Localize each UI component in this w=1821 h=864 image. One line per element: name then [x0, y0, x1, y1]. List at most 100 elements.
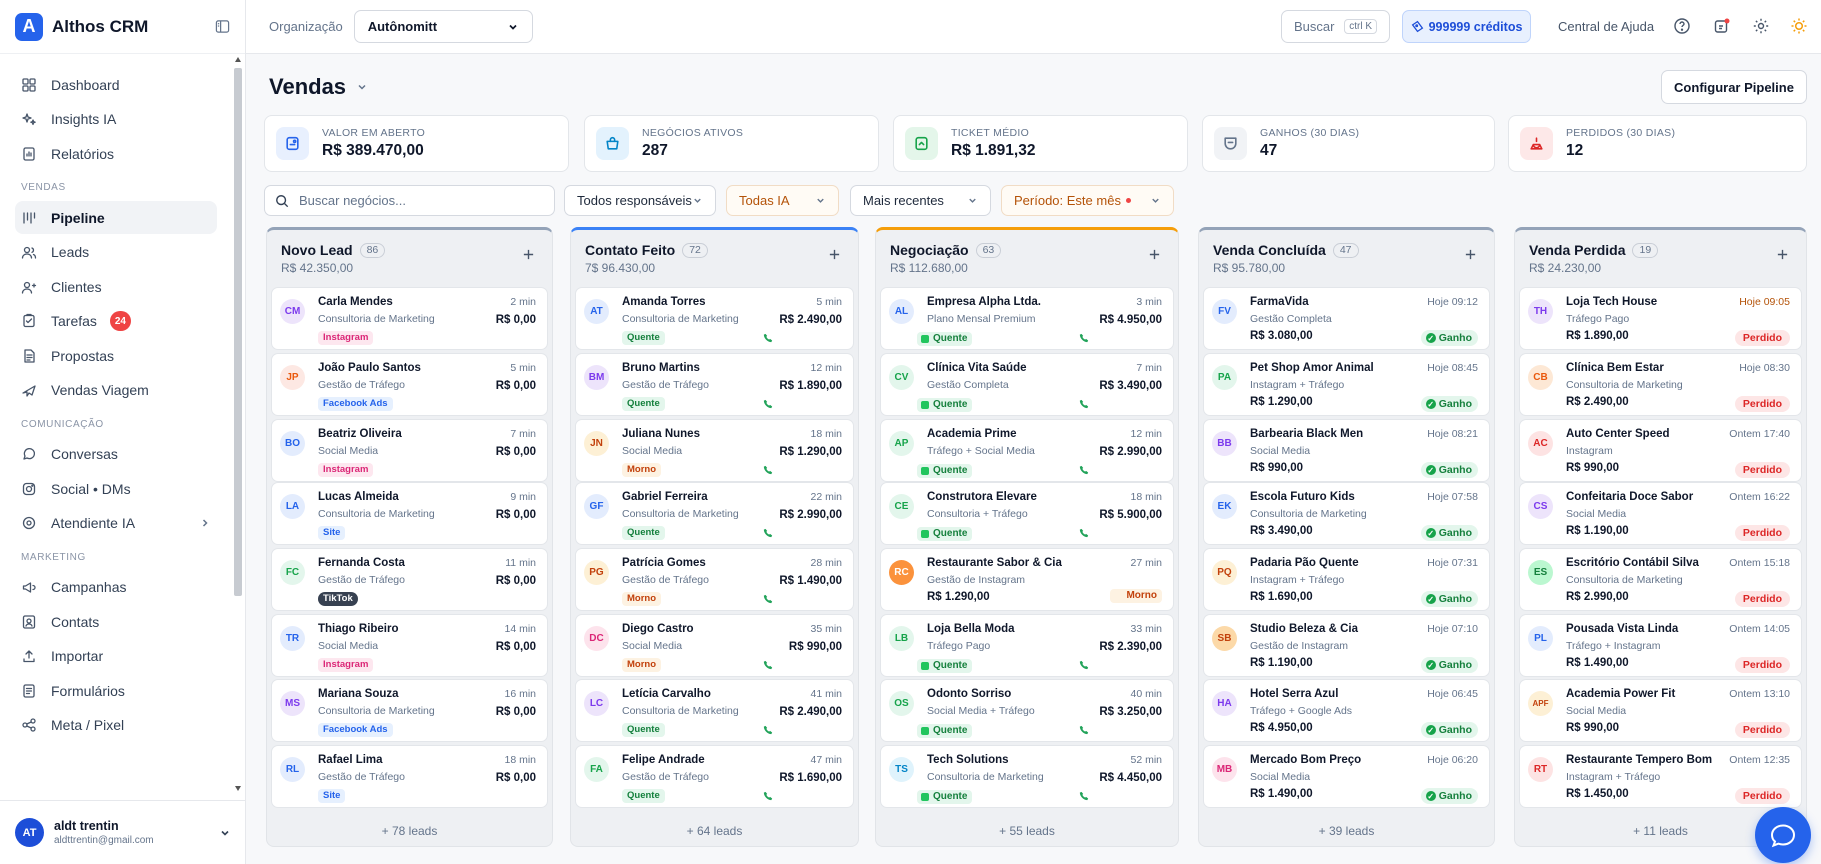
- help-icon[interactable]: [1673, 17, 1693, 37]
- deal-card[interactable]: HA Hotel Serra Azul Tráfego + Google Ads Ho…: [1203, 679, 1490, 742]
- sidebar-item-dashboard[interactable]: Dashboard: [15, 68, 217, 101]
- configure-pipeline-button[interactable]: Configurar Pipeline: [1661, 70, 1807, 104]
- help-center-link[interactable]: Central de Ajuda: [1558, 19, 1655, 34]
- deal-card[interactable]: PQ Padaria Pão Quente Instagram + Tráfego H…: [1203, 548, 1490, 611]
- phone-icon[interactable]: [763, 725, 773, 735]
- sidebar-item-clientes[interactable]: Clientes: [15, 270, 217, 303]
- settings-icon[interactable]: [1752, 17, 1772, 37]
- sidebar-item-insights-ia[interactable]: Insights IA: [15, 103, 217, 136]
- add-deal-icon[interactable]: [1464, 248, 1477, 261]
- chevron-down-icon[interactable]: [219, 827, 231, 839]
- sidebar-item-leads[interactable]: Leads: [15, 236, 217, 269]
- deal-card[interactable]: SB Studio Beleza & Cia Gestão de Instagram…: [1203, 614, 1490, 677]
- deal-card[interactable]: GF Gabriel Ferreira Consultoria de Marketi…: [575, 482, 854, 545]
- period-filter[interactable]: Período: Este mês: [1001, 185, 1174, 216]
- sidebar-item-campanhas[interactable]: Campanhas: [15, 571, 217, 604]
- sidebar-item-propostas[interactable]: Propostas: [15, 339, 217, 372]
- deal-card[interactable]: CE Construtora Elevare Consultoria + Tráfe…: [880, 482, 1174, 545]
- phone-icon[interactable]: [1079, 791, 1089, 801]
- deal-card[interactable]: ES Escritório Contábil Silva Consultoria d…: [1519, 548, 1802, 611]
- sidebar-item-meta-pixel[interactable]: Meta / Pixel: [15, 709, 217, 742]
- deal-card[interactable]: JN Juliana Nunes Social Media 18 min R$ 1.29…: [575, 419, 854, 482]
- scroll-thumb[interactable]: [234, 68, 242, 596]
- more-leads-link[interactable]: + 78 leads: [381, 824, 438, 838]
- sidebar-item-conversas[interactable]: Conversas: [15, 438, 217, 471]
- phone-icon[interactable]: [763, 791, 773, 801]
- deal-card[interactable]: RT Restaurante Tempero Bom Instagram + Trá…: [1519, 745, 1802, 808]
- sidebar-scrollbar[interactable]: [232, 54, 244, 799]
- phone-icon[interactable]: [1079, 660, 1089, 670]
- deal-card[interactable]: AL Empresa Alpha Ltda. Plano Mensal Premiu…: [880, 287, 1174, 350]
- deal-card[interactable]: JP João Paulo Santos Gestão de Tráfego 5 mi…: [271, 353, 548, 416]
- deal-card[interactable]: CV Clínica Vita Saúde Gestão Completa 7 min…: [880, 353, 1174, 416]
- page-title[interactable]: Vendas: [269, 74, 368, 100]
- app-logo[interactable]: A: [15, 12, 43, 41]
- more-leads-link[interactable]: + 55 leads: [999, 824, 1055, 838]
- deal-card[interactable]: PA Pet Shop Amor Animal Instagram + Tráfeg…: [1203, 353, 1490, 416]
- sidebar-toggle-icon[interactable]: [215, 19, 230, 34]
- deal-card[interactable]: LB Loja Bella Moda Tráfego Pago 33 min R$ 2.…: [880, 614, 1174, 677]
- scroll-down-icon[interactable]: [235, 786, 241, 792]
- more-leads-link[interactable]: + 64 leads: [686, 824, 743, 838]
- phone-icon[interactable]: [1079, 333, 1089, 343]
- sidebar-item-contats[interactable]: Contats: [15, 605, 217, 638]
- phone-icon[interactable]: [1079, 725, 1089, 735]
- deal-card[interactable]: AP Academia Prime Tráfego + Social Media 12…: [880, 419, 1174, 482]
- phone-icon[interactable]: [1079, 528, 1089, 538]
- deal-card[interactable]: MS Mariana Souza Consultoria de Marketing 1…: [271, 679, 548, 742]
- sidebar-item-atendiente-ia[interactable]: Atendiente IA: [15, 507, 217, 540]
- sidebar-item-pipeline[interactable]: Pipeline: [15, 201, 217, 234]
- more-leads-link[interactable]: + 11 leads: [1633, 824, 1688, 838]
- sidebar-item-relat-rios[interactable]: Relatórios: [15, 137, 217, 170]
- deal-card[interactable]: LA Lucas Almeida Consultoria de Marketing 9…: [271, 482, 548, 545]
- deal-card[interactable]: FC Fernanda Costa Gestão de Tráfego 11 min R…: [271, 548, 548, 611]
- deal-card[interactable]: RL Rafael Lima Gestão de Tráfego 18 min R$ 0…: [271, 745, 548, 808]
- deal-card[interactable]: PG Patrícia Gomes Gestão de Tráfego 28 min R…: [575, 548, 854, 611]
- deal-card[interactable]: CM Carla Mendes Consultoria de Marketing 2 …: [271, 287, 548, 350]
- notifications-icon[interactable]: [1713, 17, 1733, 37]
- more-leads-link[interactable]: + 39 leads: [1318, 824, 1375, 838]
- phone-icon[interactable]: [763, 528, 773, 538]
- phone-icon[interactable]: [763, 399, 773, 409]
- deal-card[interactable]: BB Barbearia Black Men Social Media Hoje 08…: [1203, 419, 1490, 482]
- deal-card[interactable]: TS Tech Solutions Consultoria de Marketing…: [880, 745, 1174, 808]
- sort-filter[interactable]: Mais recentes: [850, 185, 991, 216]
- deal-card[interactable]: BO Beatriz Oliveira Social Media 7 min R$ 0,…: [271, 419, 548, 482]
- support-chat-button[interactable]: [1755, 807, 1811, 863]
- deal-card[interactable]: AC Auto Center Speed Instagram Ontem 17:40 R…: [1519, 419, 1802, 482]
- phone-icon[interactable]: [763, 465, 773, 475]
- chevron-right-icon[interactable]: [199, 517, 211, 529]
- add-deal-icon[interactable]: [1148, 248, 1161, 261]
- deal-card[interactable]: PL Pousada Vista Linda Tráfego + Instagram…: [1519, 614, 1802, 677]
- deal-card[interactable]: MB Mercado Bom Preço Social Media Hoje 06:2…: [1203, 745, 1490, 808]
- sun-icon[interactable]: [1790, 17, 1810, 37]
- deal-card[interactable]: TH Loja Tech House Tráfego Pago Hoje 09:05 R…: [1519, 287, 1802, 350]
- deal-card[interactable]: EK Escola Futuro Kids Consultoria de Marke…: [1203, 482, 1490, 545]
- org-select[interactable]: Autônomitt: [353, 10, 533, 43]
- deal-card[interactable]: FV FarmaVida Gestão Completa Hoje 09:12 R$ 3…: [1203, 287, 1490, 350]
- global-search-button[interactable]: Buscar ctrl K: [1281, 10, 1390, 43]
- add-deal-icon[interactable]: [828, 248, 841, 261]
- deal-card[interactable]: BM Bruno Martins Gestão de Tráfego 12 min R$…: [575, 353, 854, 416]
- deal-card[interactable]: RC Restaurante Sabor & Cia Gestão de Insta…: [880, 548, 1174, 611]
- deal-card[interactable]: CB Clínica Bem Estar Consultoria de Market…: [1519, 353, 1802, 416]
- deals-search-input[interactable]: Buscar negócios...: [264, 185, 555, 216]
- deal-card[interactable]: APF Academia Power Fit Social Media Ontem 1…: [1519, 679, 1802, 742]
- phone-icon[interactable]: [1079, 399, 1089, 409]
- deal-card[interactable]: DC Diego Castro Social Media 35 min R$ 990,0…: [575, 614, 854, 677]
- phone-icon[interactable]: [763, 594, 773, 604]
- responsible-filter[interactable]: Todos responsáveis: [564, 185, 716, 216]
- deal-card[interactable]: AT Amanda Torres Consultoria de Marketing 5…: [575, 287, 854, 350]
- phone-icon[interactable]: [763, 333, 773, 343]
- phone-icon[interactable]: [1079, 465, 1089, 475]
- sidebar-item-importar[interactable]: Importar: [15, 640, 217, 673]
- deal-card[interactable]: TR Thiago Ribeiro Social Media 14 min R$ 0,0…: [271, 614, 548, 677]
- sidebar-item-social-dms[interactable]: Social • DMs: [15, 472, 217, 505]
- credits-button[interactable]: 999999 créditos: [1402, 10, 1531, 43]
- ia-filter[interactable]: Todas IA: [726, 185, 839, 216]
- deal-card[interactable]: FA Felipe Andrade Gestão de Tráfego 47 min R…: [575, 745, 854, 808]
- sidebar-item-vendas-viagem[interactable]: Vendas Viagem: [15, 374, 217, 407]
- add-deal-icon[interactable]: [522, 248, 535, 261]
- deal-card[interactable]: CS Confeitaria Doce Sabor Social Media Onte…: [1519, 482, 1802, 545]
- sidebar-item-tarefas[interactable]: Tarefas 24: [15, 305, 217, 338]
